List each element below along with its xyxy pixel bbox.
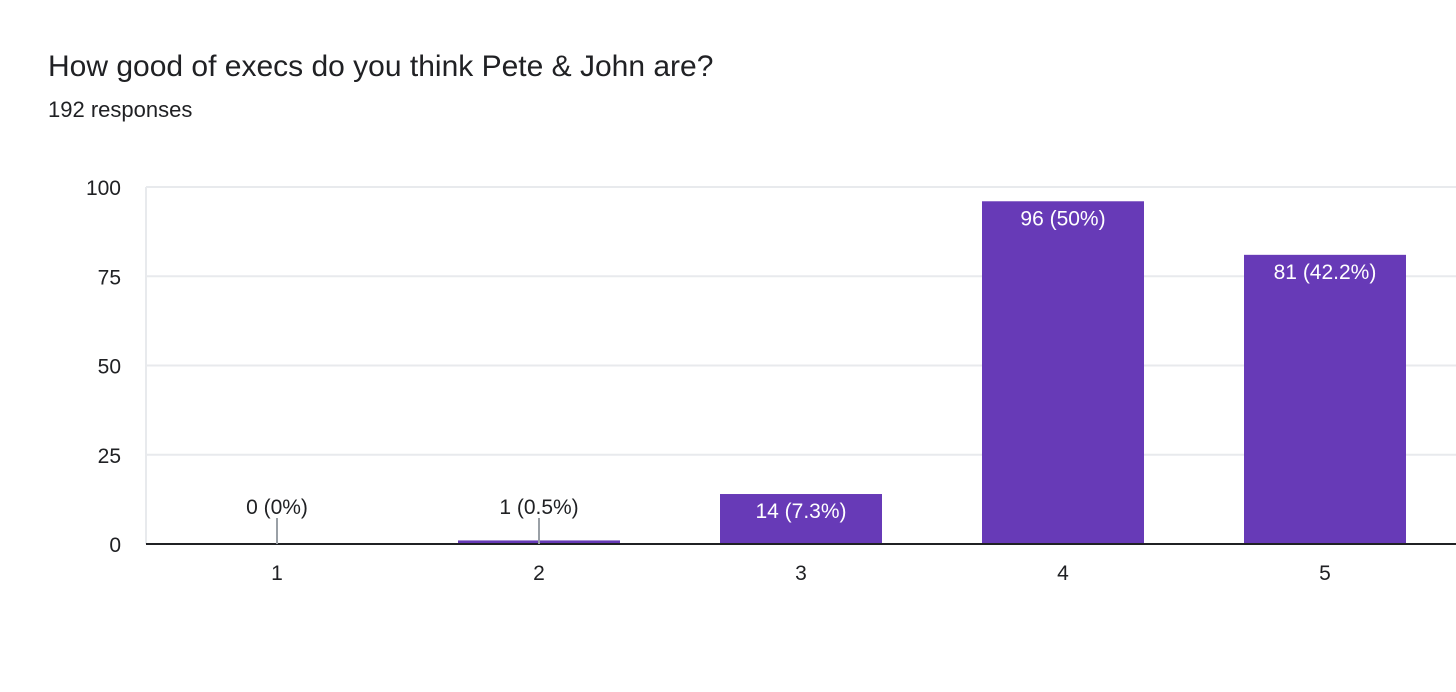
- y-axis-ticks: 0 25 50 75 100: [86, 177, 121, 557]
- x-axis-ticks: 1 2 3 4 5: [271, 562, 1331, 585]
- bar-5[interactable]: [1244, 254, 1406, 544]
- x-tick-label-3: 3: [795, 562, 807, 585]
- x-tick-label-5: 5: [1319, 562, 1331, 585]
- x-tick-label-4: 4: [1057, 562, 1069, 585]
- response-count: 192 responses: [48, 97, 193, 122]
- y-tick-label: 50: [98, 356, 121, 379]
- bar-3[interactable]: [720, 494, 882, 544]
- question-title: How good of execs do you think Pete & Jo…: [48, 50, 714, 83]
- x-tick-label-1: 1: [271, 562, 283, 585]
- data-labels: 0 (0%) 1 (0.5%) 14 (7.3%) 96 (50%) 81 (42.2%…: [246, 207, 1376, 544]
- data-label-1: 0 (0%): [246, 496, 308, 519]
- data-label-4: 96 (50%): [1020, 207, 1105, 230]
- y-tick-label: 75: [98, 266, 121, 289]
- x-tick-label-2: 2: [533, 562, 545, 585]
- data-label-5: 81 (42.2%): [1274, 261, 1377, 284]
- y-tick-label: 25: [98, 445, 121, 468]
- data-label-3: 14 (7.3%): [755, 500, 846, 523]
- y-tick-label: 0: [109, 534, 121, 557]
- data-label-2: 1 (0.5%): [499, 496, 578, 519]
- gridlines: [145, 186, 1456, 544]
- y-tick-label: 100: [86, 177, 121, 200]
- bars: [458, 201, 1406, 544]
- bar-4[interactable]: [982, 201, 1144, 544]
